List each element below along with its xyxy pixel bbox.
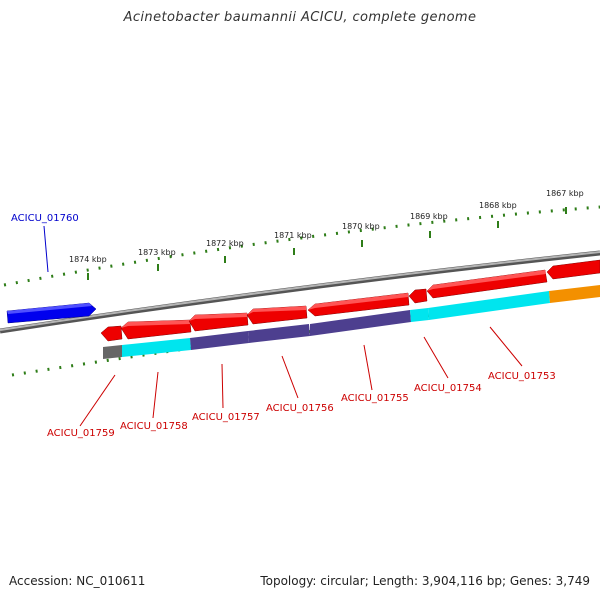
gene-track-reverse <box>100 259 600 342</box>
scale-tick-label: 1870 kbp <box>342 222 380 231</box>
length-value: 3,904,116 bp <box>421 574 502 588</box>
feature-purple[interactable] <box>248 324 310 343</box>
feature-cyan[interactable] <box>410 308 429 322</box>
feature-track <box>103 285 600 359</box>
genes-value: 3,749 <box>555 574 590 588</box>
upper-scale-arc <box>3 205 600 287</box>
label-leaders <box>43 225 523 427</box>
gene-label-bottom: ACICU_01754 <box>414 383 482 394</box>
gene-acicu-01757[interactable] <box>188 312 249 332</box>
scale-tick-label: 1873 kbp <box>138 248 176 257</box>
gene-label-top: ACICU_01760 <box>11 213 79 224</box>
topology-value: circular <box>320 574 365 588</box>
feature-purple[interactable] <box>310 310 411 336</box>
scale-tick-label: 1874 kbp <box>69 255 107 264</box>
feature-cyan[interactable] <box>428 291 550 320</box>
gene-acicu-01758[interactable] <box>120 319 192 340</box>
gene-acicu-01760[interactable] <box>6 302 97 324</box>
scale-tick-label: 1872 kbp <box>206 239 244 248</box>
gene-acicu-01759[interactable] <box>100 325 123 342</box>
scale-tick-label: 1869 kbp <box>410 212 448 221</box>
gene-label-bottom: ACICU_01758 <box>120 421 188 432</box>
gene-label-bottom: ACICU_01757 <box>192 412 260 423</box>
gene-acicu-01756[interactable] <box>246 305 308 325</box>
genome-stats: Topology: circular; Length: 3,904,116 bp… <box>260 574 590 588</box>
feature-purple[interactable] <box>190 331 249 350</box>
genes-label: Genes: <box>509 574 552 588</box>
gene-acicu-01754[interactable] <box>408 288 428 304</box>
gene-acicu-01753[interactable] <box>426 269 548 299</box>
scale-major-ticks <box>87 207 567 280</box>
feature-cyan[interactable] <box>122 338 191 357</box>
separator: ; <box>364 574 373 588</box>
scale-tick-label: 1867 kbp <box>546 189 584 198</box>
accession-info: Accession: NC_010611 <box>9 574 145 588</box>
gene-label-bottom: ACICU_01759 <box>47 428 115 439</box>
topology-label: Topology: <box>260 574 317 588</box>
feature-gray[interactable] <box>103 345 122 359</box>
scale-tick-label: 1871 kbp <box>274 231 312 240</box>
accession-value: NC_010611 <box>76 574 146 588</box>
scale-tick-label: 1868 kbp <box>479 201 517 210</box>
feature-orange[interactable] <box>549 285 600 303</box>
separator: ; <box>501 574 510 588</box>
length-label: Length: <box>372 574 419 588</box>
gene-label-bottom: ACICU_01753 <box>488 371 556 382</box>
genome-title: Acinetobacter baumannii ACICU, complete … <box>123 10 477 25</box>
gene-label-bottom: ACICU_01755 <box>341 393 409 404</box>
gene-label-bottom: ACICU_01756 <box>266 403 334 414</box>
accession-label: Accession: <box>9 574 73 588</box>
gene-acicu-01755[interactable] <box>307 292 410 317</box>
gene-right-edge[interactable] <box>546 259 600 280</box>
genome-backbone <box>0 250 600 334</box>
